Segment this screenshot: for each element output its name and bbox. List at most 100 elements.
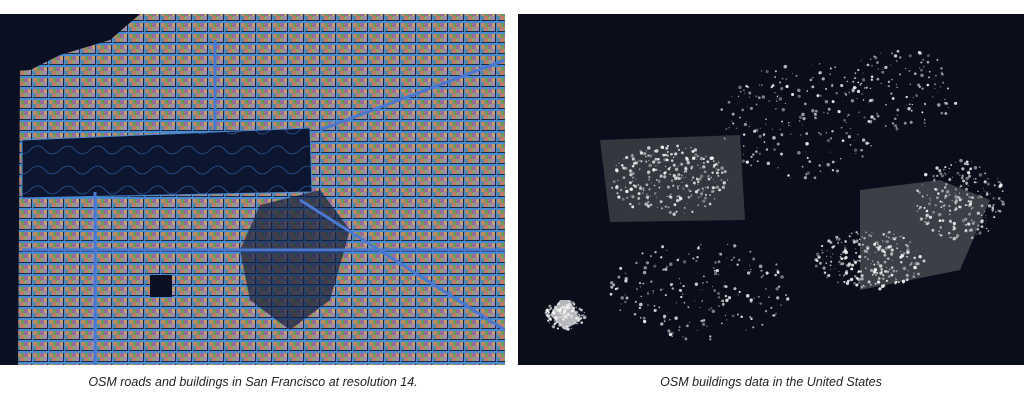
building-speck: [961, 219, 965, 223]
building-speck: [870, 78, 874, 81]
building-speck: [663, 320, 666, 322]
building-speck: [713, 271, 718, 276]
building-speck: [737, 258, 741, 262]
building-speck: [980, 225, 984, 229]
building-speck: [825, 132, 827, 134]
building-speck: [637, 184, 640, 186]
building-speck: [670, 152, 673, 156]
building-speck: [547, 319, 550, 322]
building-speck: [649, 189, 650, 191]
building-speck: [881, 246, 882, 247]
building-speck: [676, 258, 680, 262]
building-speck: [952, 221, 957, 226]
building-speck: [631, 176, 635, 179]
building-speck: [934, 87, 936, 90]
building-speck: [855, 283, 859, 287]
building-speck: [687, 195, 691, 199]
building-speck: [708, 308, 711, 311]
building-speck: [645, 183, 649, 187]
building-speck: [967, 212, 972, 216]
building-speck: [893, 269, 895, 272]
building-speck: [919, 206, 922, 209]
building-speck: [666, 249, 668, 251]
building-speck: [821, 249, 823, 252]
building-speck: [937, 103, 941, 107]
building-speck: [942, 81, 945, 84]
building-speck: [659, 161, 662, 164]
building-speck: [768, 296, 770, 298]
building-speck: [712, 267, 715, 269]
building-speck: [684, 337, 688, 341]
building-speck: [943, 172, 946, 175]
building-speck: [956, 171, 960, 175]
building-speck: [879, 271, 883, 275]
building-speck: [925, 71, 927, 72]
building-speck: [940, 234, 943, 237]
building-speck: [928, 76, 930, 79]
building-speck: [664, 153, 668, 157]
building-speck: [986, 227, 988, 230]
building-speck: [927, 202, 931, 206]
building-speck: [961, 177, 963, 179]
building-speck: [944, 183, 948, 186]
building-speck: [781, 77, 784, 80]
building-speck: [895, 278, 897, 280]
building-speck: [677, 177, 681, 181]
building-speck: [984, 223, 986, 225]
building-speck: [781, 108, 785, 112]
building-speck: [678, 277, 681, 280]
building-speck: [890, 252, 894, 256]
building-speck: [891, 252, 893, 254]
building-speck: [774, 70, 777, 73]
map-background: [518, 14, 1024, 365]
building-speck: [675, 199, 680, 203]
building-speck: [827, 107, 831, 111]
building-speck: [547, 308, 551, 312]
building-speck: [813, 176, 817, 180]
building-speck: [569, 301, 571, 303]
building-speck: [922, 259, 926, 263]
building-speck: [854, 275, 857, 278]
building-speck: [685, 147, 687, 150]
building-speck: [691, 149, 695, 153]
building-speck: [620, 303, 622, 305]
building-speck: [653, 304, 656, 307]
building-speck: [649, 203, 653, 207]
building-speck: [659, 288, 663, 292]
building-speck: [725, 298, 729, 303]
building-speck: [811, 85, 815, 89]
building-speck: [830, 268, 831, 270]
caption: OSM buildings data in the United States: [660, 375, 882, 389]
building-speck: [843, 280, 846, 283]
building-speck: [667, 329, 671, 333]
building-speck: [628, 169, 632, 173]
building-speck: [992, 215, 996, 219]
building-speck: [937, 192, 940, 195]
building-speck: [957, 196, 961, 200]
building-speck: [831, 160, 835, 164]
building-speck: [683, 206, 686, 209]
building-speck: [954, 195, 958, 199]
building-speck: [826, 138, 831, 143]
building-speck: [837, 281, 840, 284]
building-speck: [882, 274, 885, 277]
building-speck: [895, 277, 897, 279]
building-speck: [991, 208, 995, 212]
building-speck: [946, 190, 950, 194]
building-speck: [911, 263, 913, 265]
building-speck: [900, 235, 903, 238]
building-speck: [863, 237, 866, 240]
building-speck: [645, 195, 649, 199]
building-speck: [869, 252, 870, 254]
building-speck: [829, 67, 832, 70]
building-speck: [887, 257, 890, 260]
building-speck: [626, 299, 628, 301]
building-speck: [709, 335, 712, 338]
building-speck: [845, 281, 850, 286]
building-speck: [709, 194, 712, 197]
building-speck: [999, 183, 1003, 187]
building-speck: [940, 71, 943, 74]
building-speck: [849, 127, 852, 130]
building-speck: [700, 243, 702, 246]
building-speck: [890, 272, 892, 274]
